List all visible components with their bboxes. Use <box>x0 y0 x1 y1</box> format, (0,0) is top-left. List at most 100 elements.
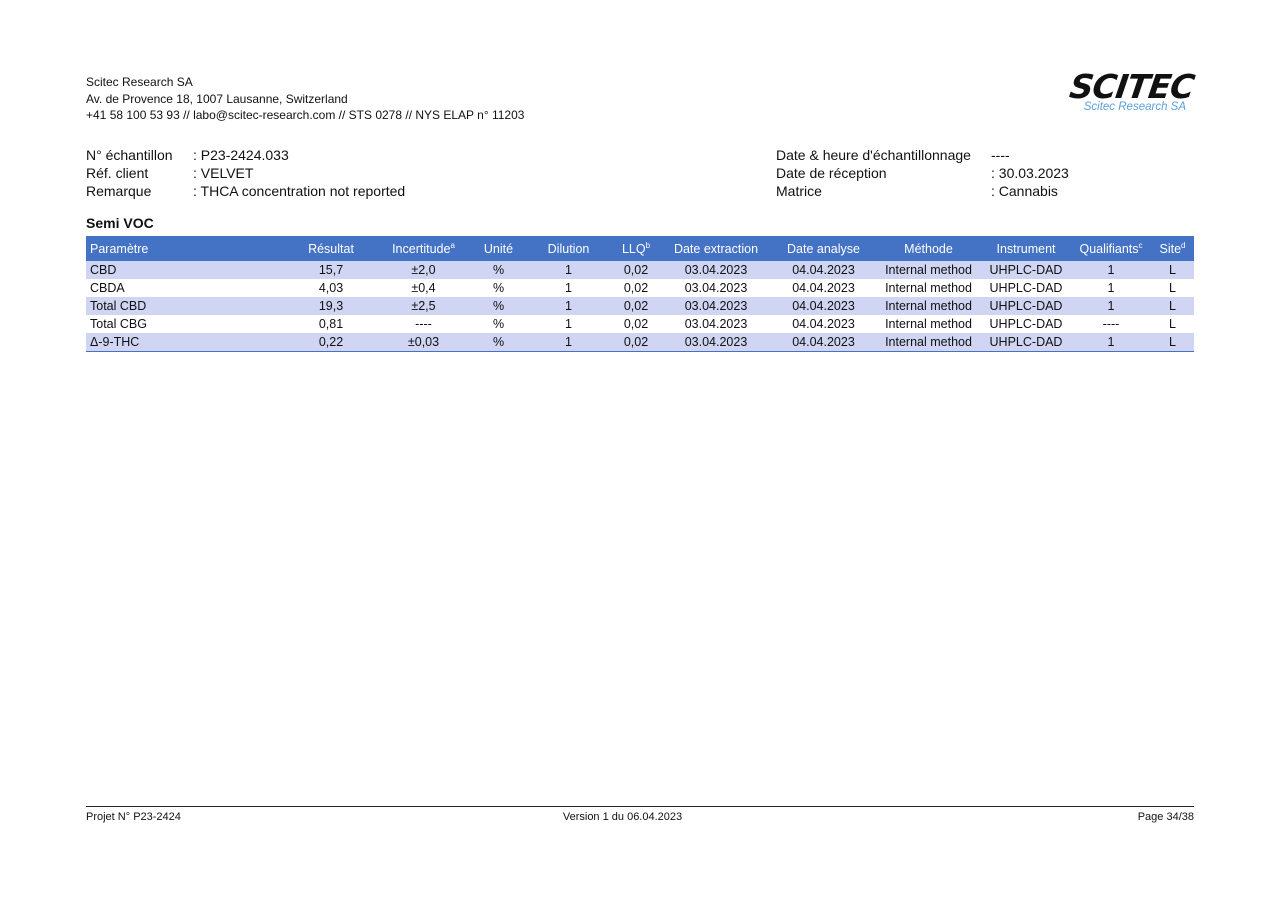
header-date-extraction: Date extraction <box>661 236 771 261</box>
cell-llq: 0,02 <box>623 281 649 295</box>
footer-project: Projet N° P23-2424 <box>86 811 181 823</box>
header-instrument: Instrument <box>981 236 1071 261</box>
cell-dilution: 1 <box>565 281 572 295</box>
cell-qualifiants: 1 <box>1071 261 1151 279</box>
cell-instrument: UHPLC-DAD <box>989 281 1063 295</box>
sample-number-row: N° échantillon : P23-2424.033 <box>86 146 405 164</box>
header-qualifiants: Qualifiantsc <box>1071 236 1151 261</box>
cell-qualifiants: 1 <box>1107 281 1115 295</box>
cell-site: L <box>1151 261 1194 279</box>
footer-page-number: Page 34/38 <box>1137 811 1194 823</box>
logo-subtitle: Scitec Research SA <box>1083 101 1186 113</box>
sample-info-right: Date & heure d'échantillonnage ---- Date… <box>776 146 1069 200</box>
cell-llq: 0,02 <box>623 317 649 331</box>
cell-llq: 0,02 <box>611 261 661 279</box>
cell-incertitude: ±2,0 <box>376 261 471 279</box>
cell-incertitude: ±2,5 <box>376 297 471 315</box>
cell-parametre: Total CBD <box>86 297 286 315</box>
cell-date-extraction: 03.04.2023 <box>684 317 748 331</box>
remark-label: Remarque <box>86 183 152 199</box>
table-row: Δ-9-THC 0,22 ±0,03 % 1 0,02 03.04.2023 0… <box>86 333 1194 352</box>
reception-date-row: Date de réception : 30.03.2023 <box>776 164 1069 182</box>
matrix-row: Matrice : Cannabis <box>776 182 1069 200</box>
cell-unite: % <box>471 261 526 279</box>
matrix-label: Matrice <box>776 183 822 199</box>
cell-qualifiants: 1 <box>1071 333 1151 352</box>
cell-instrument: UHPLC-DAD <box>981 297 1071 315</box>
table-header-row: Paramètre Résultat Incertitudea Unité Di… <box>86 236 1194 261</box>
footer-version: Version 1 du 06.04.2023 <box>562 811 683 823</box>
sampling-date-label: Date & heure d'échantillonnage <box>776 147 971 163</box>
cell-methode: Internal method <box>876 333 981 352</box>
header-unite: Unité <box>471 236 526 261</box>
cell-date-extraction: 03.04.2023 <box>661 261 771 279</box>
cell-unite: % <box>492 281 505 295</box>
cell-date-extraction: 03.04.2023 <box>661 297 771 315</box>
cell-dilution: 1 <box>526 297 611 315</box>
table-row: CBDA 4,03 ±0,4 % 1 0,02 03.04.2023 04.04… <box>86 279 1194 297</box>
footer-divider <box>86 806 1194 807</box>
cell-instrument: UHPLC-DAD <box>989 317 1063 331</box>
cell-parametre: CBD <box>86 261 286 279</box>
cell-site: L <box>1151 333 1194 352</box>
cell-methode: Internal method <box>876 297 981 315</box>
cell-dilution: 1 <box>526 261 611 279</box>
cell-resultat: 4,03 <box>318 281 344 295</box>
cell-resultat: 0,22 <box>286 333 376 352</box>
cell-parametre: Total CBG <box>90 317 147 331</box>
company-address: Av. de Provence 18, 1007 Lausanne, Switz… <box>86 91 348 106</box>
company-name: Scitec Research SA <box>86 75 193 89</box>
matrix-value: : Cannabis <box>991 183 1058 199</box>
cell-unite: % <box>492 317 505 331</box>
cell-resultat: 0,81 <box>318 317 344 331</box>
client-ref-label: Réf. client <box>86 165 149 181</box>
cell-parametre: Δ-9-THC <box>86 333 286 352</box>
cell-incertitude: ±0,03 <box>376 333 471 352</box>
sample-info-left: N° échantillon : P23-2424.033 Réf. clien… <box>86 146 405 200</box>
cell-qualifiants: ---- <box>1102 317 1120 331</box>
remark-value: : THCA concentration not reported <box>193 183 406 199</box>
cell-llq: 0,02 <box>611 297 661 315</box>
cell-date-analyse: 04.04.2023 <box>771 333 876 352</box>
header-parametre: Paramètre <box>86 236 286 261</box>
cell-incertitude: ±0,4 <box>411 281 436 295</box>
scitec-logo: SCITEC Scitec Research SA <box>1067 67 1197 114</box>
header-llq: LLQb <box>611 236 661 261</box>
cell-methode: Internal method <box>885 317 972 331</box>
table-row: Total CBG 0,81 ---- % 1 0,02 03.04.2023 … <box>86 315 1194 333</box>
cell-date-analyse: 04.04.2023 <box>792 281 855 295</box>
header-incertitude: Incertitudea <box>376 236 471 261</box>
cell-methode: Internal method <box>885 281 972 295</box>
cell-instrument: UHPLC-DAD <box>981 333 1071 352</box>
header-site: Sited <box>1151 236 1194 261</box>
cell-date-analyse: 04.04.2023 <box>771 261 876 279</box>
cell-date-analyse: 04.04.2023 <box>792 317 855 331</box>
client-ref-row: Réf. client : VELVET <box>86 164 405 182</box>
cell-resultat: 19,3 <box>286 297 376 315</box>
reception-date-label: Date de réception <box>776 165 887 181</box>
cell-site: L <box>1169 317 1176 331</box>
header-dilution: Dilution <box>526 236 611 261</box>
logo-mark: SCITEC <box>1067 67 1197 106</box>
cell-date-extraction: 03.04.2023 <box>661 333 771 352</box>
results-table: Paramètre Résultat Incertitudea Unité Di… <box>86 236 1194 352</box>
cell-methode: Internal method <box>876 261 981 279</box>
company-address-block: Scitec Research SA Av. de Provence 18, 1… <box>86 74 524 124</box>
header-resultat: Résultat <box>286 236 376 261</box>
cell-qualifiants: 1 <box>1071 297 1151 315</box>
client-ref-value: : VELVET <box>193 165 254 181</box>
header-methode: Méthode <box>876 236 981 261</box>
reception-date-value: : 30.03.2023 <box>991 165 1069 181</box>
cell-date-extraction: 03.04.2023 <box>684 281 748 295</box>
cell-date-analyse: 04.04.2023 <box>771 297 876 315</box>
header-date-analyse: Date analyse <box>771 236 876 261</box>
table-row: CBD 15,7 ±2,0 % 1 0,02 03.04.2023 04.04.… <box>86 261 1194 279</box>
cell-llq: 0,02 <box>611 333 661 352</box>
cell-site: L <box>1151 297 1194 315</box>
section-title: Semi VOC <box>86 215 154 231</box>
sample-number-label: N° échantillon <box>86 147 173 163</box>
remark-row: Remarque : THCA concentration not report… <box>86 182 405 200</box>
sample-number-value: : P23-2424.033 <box>193 147 289 163</box>
cell-unite: % <box>471 333 526 352</box>
cell-site: L <box>1169 281 1176 295</box>
